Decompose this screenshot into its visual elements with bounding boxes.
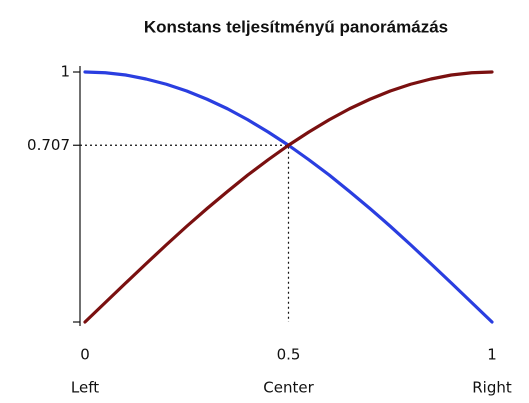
x-tick-label: 0 (80, 346, 90, 364)
x-tick-label: 0.5 (277, 346, 301, 364)
x-tick-sublabel: Center (263, 379, 314, 397)
x-tick-label: 1 (487, 346, 497, 364)
x-tick-sublabel: Right (472, 379, 512, 397)
y-tick-label: 0.707 (27, 136, 70, 154)
line-series (83, 70, 494, 324)
crosshair (80, 144, 290, 322)
x-tick-sublabel: Left (71, 379, 99, 397)
y-tick-label: 1 (60, 63, 70, 81)
chart-title: Konstans teljesítményű panorámázás (144, 17, 448, 36)
